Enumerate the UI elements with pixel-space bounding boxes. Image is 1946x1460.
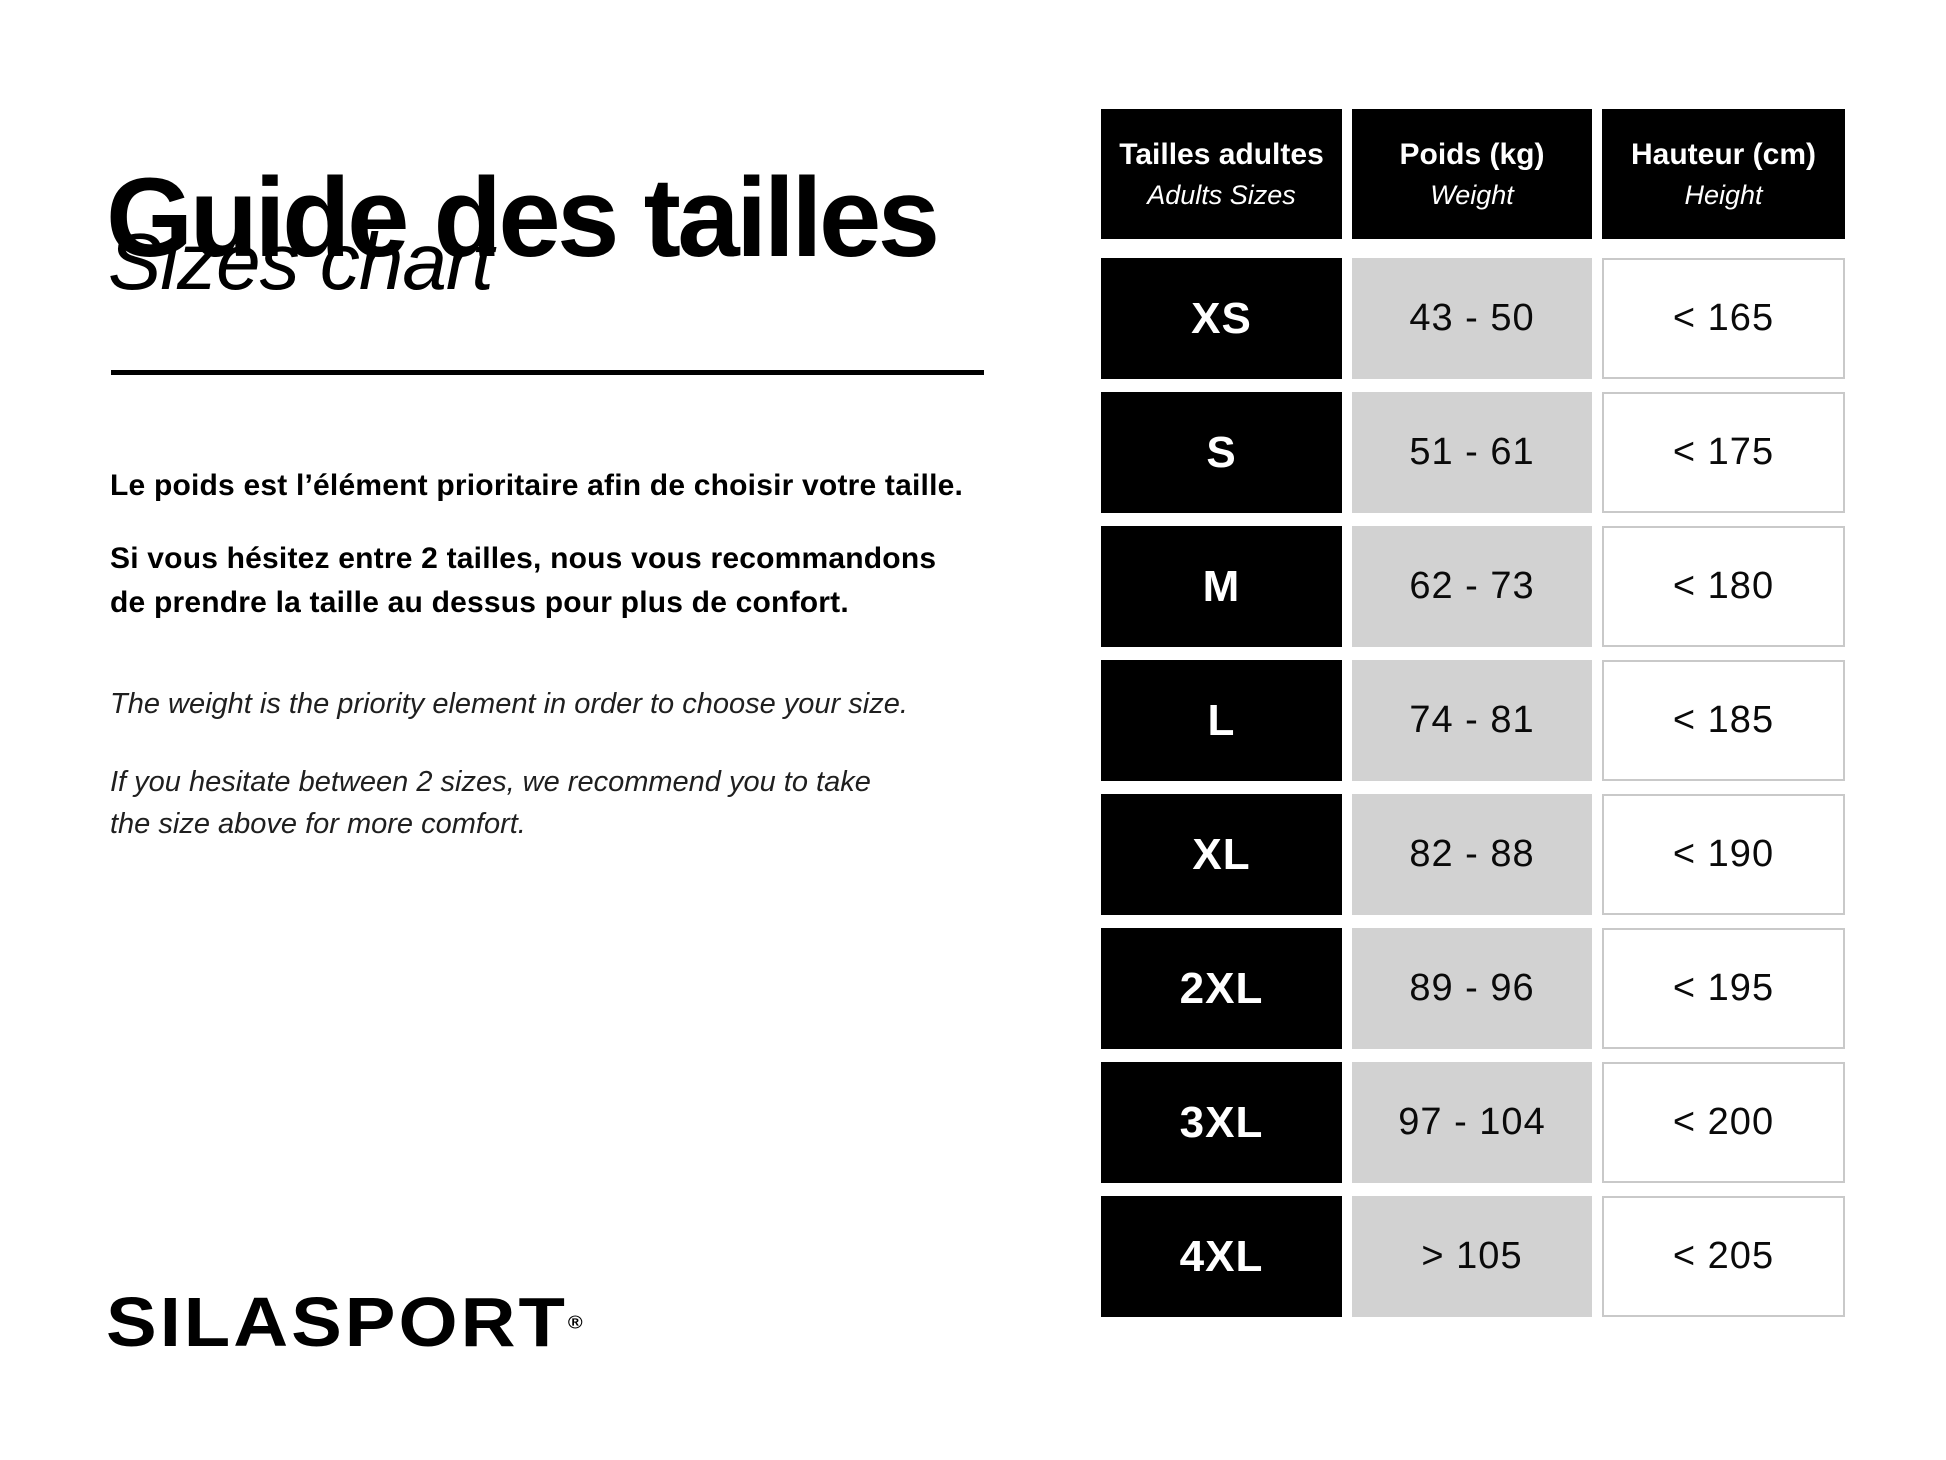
- weight-value-3xl: 97 - 104: [1352, 1062, 1592, 1183]
- header-cell-sizes: Tailles adultes Adults Sizes: [1101, 109, 1342, 239]
- page-title: Guide des tailles: [106, 155, 940, 281]
- weight-value-xs: 43 - 50: [1352, 258, 1592, 379]
- header-cell-weight: Poids (kg) Weight: [1352, 109, 1592, 239]
- divider-line: [111, 370, 984, 375]
- height-value-3xl: < 200: [1602, 1062, 1845, 1183]
- intro-fr-paragraph-1: Le poids est l’élément prioritaire afin …: [110, 469, 964, 502]
- weight-value-s: 51 - 61: [1352, 392, 1592, 513]
- height-value-xl: < 190: [1602, 794, 1845, 915]
- size-table-header: Tailles adultes Adults Sizes Poids (kg) …: [1101, 109, 1845, 239]
- size-label-xs: XS: [1101, 258, 1342, 379]
- header-sizes-en: Adults Sizes: [1147, 180, 1296, 210]
- height-value-l: < 185: [1602, 660, 1845, 781]
- header-height-fr: Hauteur (cm): [1630, 138, 1817, 171]
- weight-value-xl: 82 - 88: [1352, 794, 1592, 915]
- weight-value-2xl: 89 - 96: [1352, 928, 1592, 1049]
- size-label-s: S: [1101, 392, 1342, 513]
- page-subtitle: Sizes chart: [108, 217, 494, 306]
- header-weight-en: Weight: [1430, 180, 1514, 210]
- height-value-xs: < 165: [1602, 258, 1845, 379]
- size-table: Tailles adultes Adults Sizes Poids (kg) …: [1101, 109, 1845, 1317]
- intro-en-paragraph-2: If you hesitate between 2 sizes, we reco…: [110, 761, 871, 845]
- height-value-m: < 180: [1602, 526, 1845, 647]
- size-table-body: XS 43 - 50 < 165 S 51 - 61 < 175 M 62 - …: [1101, 258, 1845, 1317]
- header-height-en: Height: [1684, 180, 1763, 210]
- height-value-s: < 175: [1602, 392, 1845, 513]
- weight-value-m: 62 - 73: [1352, 526, 1592, 647]
- brand-logo: SILASPORT®: [106, 1288, 583, 1358]
- size-label-2xl: 2XL: [1101, 928, 1342, 1049]
- size-label-m: M: [1101, 526, 1342, 647]
- weight-value-l: 74 - 81: [1352, 660, 1592, 781]
- height-value-4xl: < 205: [1602, 1196, 1845, 1317]
- size-label-4xl: 4XL: [1101, 1196, 1342, 1317]
- header-cell-height: Hauteur (cm) Height: [1602, 109, 1845, 239]
- intro-en-paragraph-2-line-2: the size above for more comfort.: [110, 808, 526, 840]
- header-sizes-fr: Tailles adultes: [1119, 138, 1324, 171]
- size-label-3xl: 3XL: [1101, 1062, 1342, 1183]
- size-label-xl: XL: [1101, 794, 1342, 915]
- size-label-l: L: [1101, 660, 1342, 781]
- intro-en-paragraph-2-line-1: If you hesitate between 2 sizes, we reco…: [110, 766, 871, 798]
- intro-fr-paragraph-2: Si vous hésitez entre 2 tailles, nous vo…: [110, 537, 936, 625]
- intro-fr-paragraph-2-line-2: de prendre la taille au dessus pour plus…: [110, 586, 849, 619]
- intro-fr-paragraph-2-line-1: Si vous hésitez entre 2 tailles, nous vo…: [110, 542, 937, 575]
- intro-en-paragraph-1: The weight is the priority element in or…: [110, 688, 908, 720]
- brand-logo-text: SILASPORT: [106, 1283, 568, 1362]
- registered-mark: ®: [567, 1312, 583, 1334]
- header-weight-fr: Poids (kg): [1399, 138, 1545, 171]
- weight-value-4xl: > 105: [1352, 1196, 1592, 1317]
- height-value-2xl: < 195: [1602, 928, 1845, 1049]
